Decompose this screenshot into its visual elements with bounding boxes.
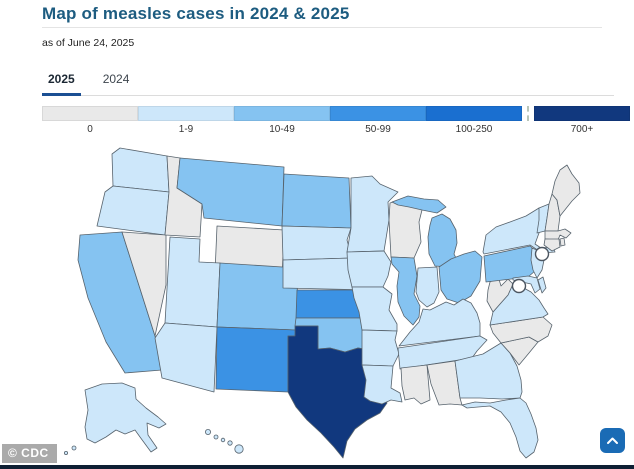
state-alaska[interactable] bbox=[84, 382, 167, 453]
state-minnesota[interactable] bbox=[346, 175, 399, 253]
state-montana[interactable] bbox=[176, 157, 285, 227]
legend-bin-10-49: 10-49 bbox=[234, 106, 330, 135]
tab-2024[interactable]: 2024 bbox=[102, 72, 130, 86]
state-massachusetts[interactable] bbox=[544, 228, 572, 241]
legend-label: 50-99 bbox=[365, 124, 391, 135]
state-hawaii[interactable] bbox=[213, 434, 219, 440]
state-utah[interactable] bbox=[164, 236, 221, 328]
legend-break-divider bbox=[522, 106, 534, 135]
legend-swatch bbox=[534, 106, 630, 121]
legend-bin-700plus: 700+ bbox=[534, 106, 630, 135]
year-tabs: 2025 2024 bbox=[42, 68, 614, 96]
legend-label: 1-9 bbox=[178, 124, 194, 135]
state-hawaii[interactable] bbox=[204, 428, 211, 435]
marker-new-york-city[interactable] bbox=[534, 246, 550, 262]
cdc-watermark: © CDC bbox=[2, 444, 57, 463]
state-oregon[interactable] bbox=[96, 185, 170, 236]
marker-district-of-columbia[interactable] bbox=[511, 278, 527, 294]
state-west-virginia[interactable] bbox=[486, 275, 514, 313]
state-arkansas[interactable] bbox=[361, 329, 400, 367]
state-nevada[interactable] bbox=[121, 231, 167, 337]
legend-label: 10-49 bbox=[269, 124, 295, 135]
legend-swatch bbox=[138, 106, 234, 121]
state-delaware[interactable] bbox=[537, 276, 547, 294]
state-rhode-island[interactable] bbox=[559, 237, 566, 247]
legend-bin-100-250: 100-250 bbox=[426, 106, 522, 135]
as-of-date: as of June 24, 2025 bbox=[42, 37, 135, 49]
state-washington[interactable] bbox=[111, 147, 170, 193]
state-south-dakota[interactable] bbox=[281, 225, 353, 261]
legend-swatch bbox=[234, 106, 330, 121]
state-maine[interactable] bbox=[551, 164, 581, 217]
state-indiana[interactable] bbox=[415, 266, 440, 308]
state-connecticut[interactable] bbox=[543, 238, 561, 252]
state-arizona[interactable] bbox=[154, 322, 218, 393]
scroll-to-top-button[interactable] bbox=[600, 428, 625, 453]
legend-swatch bbox=[42, 106, 138, 121]
state-michigan-upper[interactable] bbox=[391, 195, 447, 214]
page-title: Map of measles cases in 2024 & 2025 bbox=[42, 4, 350, 23]
state-missouri[interactable] bbox=[351, 286, 398, 332]
legend-label: 0 bbox=[87, 124, 93, 135]
state-hawaii[interactable] bbox=[234, 444, 244, 454]
state-florida[interactable] bbox=[461, 397, 539, 459]
chevron-up-icon bbox=[606, 436, 619, 445]
state-illinois[interactable] bbox=[390, 256, 421, 326]
bottom-section-edge bbox=[0, 465, 634, 469]
state-louisiana[interactable] bbox=[361, 364, 403, 405]
state-north-dakota[interactable] bbox=[281, 173, 352, 229]
state-alaska-island[interactable] bbox=[63, 450, 68, 455]
title-divider bbox=[42, 27, 602, 28]
state-mississippi[interactable] bbox=[400, 364, 431, 405]
state-iowa[interactable] bbox=[346, 250, 392, 288]
tab-2025[interactable]: 2025 bbox=[42, 68, 81, 96]
us-choropleth-map bbox=[40, 140, 634, 469]
legend-label: 100-250 bbox=[455, 124, 493, 135]
state-georgia[interactable] bbox=[454, 342, 523, 400]
state-hawaii[interactable] bbox=[227, 440, 233, 446]
state-hawaii[interactable] bbox=[220, 437, 226, 443]
state-ohio[interactable] bbox=[438, 250, 483, 304]
legend-swatch bbox=[330, 106, 426, 121]
state-alaska-island[interactable] bbox=[71, 445, 77, 451]
state-tennessee[interactable] bbox=[397, 335, 488, 370]
state-north-carolina[interactable] bbox=[489, 316, 553, 344]
legend-swatch bbox=[426, 106, 522, 121]
legend-bin-0: 0 bbox=[42, 106, 138, 135]
state-new-mexico[interactable] bbox=[215, 326, 297, 393]
state-new-york[interactable] bbox=[482, 207, 556, 255]
case-count-legend: 0 1-9 10-49 50-99 100-250 700+ bbox=[42, 106, 630, 135]
state-kentucky[interactable] bbox=[398, 298, 481, 347]
us-map-svg bbox=[63, 147, 581, 459]
legend-bin-50-99: 50-99 bbox=[330, 106, 426, 135]
legend-label: 700+ bbox=[570, 124, 594, 135]
legend-bin-1-9: 1-9 bbox=[138, 106, 234, 135]
